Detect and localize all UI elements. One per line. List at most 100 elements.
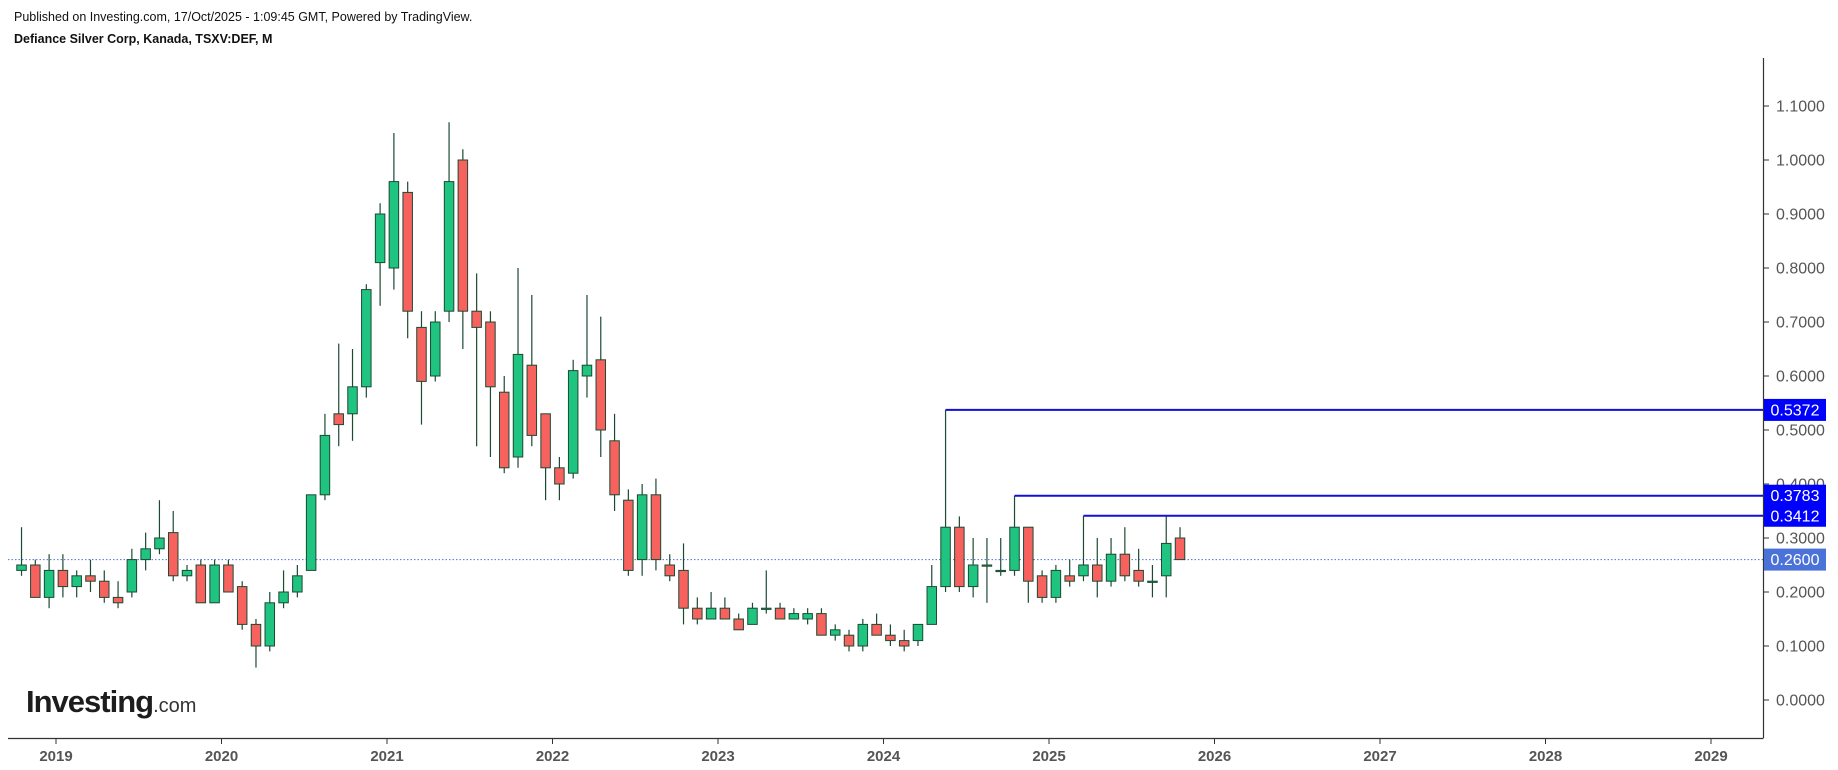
candle-body-down xyxy=(843,634,855,647)
level-label-bg xyxy=(1764,484,1826,507)
candle-body-up xyxy=(1050,569,1062,598)
candle-body-down xyxy=(1174,537,1186,561)
candle xyxy=(181,565,193,582)
candle-body-down xyxy=(1023,526,1034,582)
candle-body-up xyxy=(926,586,938,625)
candle-body-down xyxy=(719,607,731,620)
current-price-label-bg xyxy=(1764,548,1826,571)
candle-body-up xyxy=(512,353,524,458)
candle xyxy=(333,343,344,447)
candle-body-up xyxy=(181,569,193,577)
candle-body-up xyxy=(347,386,358,415)
candle-body-down xyxy=(402,191,413,312)
symbol-title: Defiance Silver Corp, Kanada, TSXV:DEF, … xyxy=(14,32,273,46)
candle-body-up xyxy=(71,575,82,588)
candle xyxy=(1105,538,1117,587)
candle-body-up xyxy=(43,569,55,598)
candle xyxy=(402,181,413,339)
candle-body-up xyxy=(1078,564,1089,577)
candle-body-up xyxy=(1105,553,1117,582)
candle-body-up xyxy=(278,591,289,604)
candle-body-down xyxy=(692,607,703,620)
candle-body-up xyxy=(264,602,276,647)
candle-body-up xyxy=(361,289,372,388)
candle xyxy=(154,500,165,555)
candle xyxy=(1147,565,1158,598)
candle-body-down xyxy=(112,596,124,604)
candle-body-up xyxy=(1160,542,1172,577)
y-tick-label: 1.1000 xyxy=(1776,99,1825,116)
candle-body-up xyxy=(995,569,1006,573)
x-tick-label: 2027 xyxy=(1363,748,1396,765)
candle-body-up xyxy=(788,613,800,620)
candle-body-down xyxy=(595,359,607,431)
candle xyxy=(692,597,703,625)
candle xyxy=(1160,516,1172,598)
candle xyxy=(747,602,758,625)
candle xyxy=(319,413,331,501)
candle-body-down xyxy=(1064,575,1075,582)
candle xyxy=(71,570,82,598)
candle xyxy=(16,527,27,576)
x-tick-label: 2020 xyxy=(205,748,238,765)
candle xyxy=(912,623,924,646)
candle xyxy=(305,494,317,571)
candle xyxy=(857,619,869,652)
candle-body-up xyxy=(1147,580,1158,583)
candle-body-down xyxy=(57,569,69,588)
candle xyxy=(623,489,634,576)
candle xyxy=(416,311,427,425)
y-tick-label: 0.5000 xyxy=(1776,423,1825,440)
candle-body-down xyxy=(733,618,744,631)
candle-body-up xyxy=(581,364,593,377)
candle xyxy=(636,484,648,576)
candle-body-up xyxy=(747,607,758,625)
x-tick-label: 2024 xyxy=(867,748,901,765)
candle-body-up xyxy=(154,537,165,550)
candle-body-down xyxy=(223,564,234,593)
candle xyxy=(430,311,441,382)
candle xyxy=(1050,565,1062,603)
candle xyxy=(595,316,607,457)
candle-body-up xyxy=(126,559,138,593)
candle xyxy=(278,570,289,609)
candle-body-up xyxy=(430,321,441,377)
candle-body-up xyxy=(319,434,331,496)
price-labels: 0.5372 0.3783 0.3412 0.2600 xyxy=(1764,398,1826,571)
candle xyxy=(954,516,965,592)
candle xyxy=(457,149,469,349)
candle xyxy=(1133,548,1144,587)
candle xyxy=(926,565,938,625)
candle-body-down xyxy=(85,575,96,582)
x-tick-label: 2019 xyxy=(39,748,72,765)
candle-body-down xyxy=(554,467,565,485)
x-tick-label: 2028 xyxy=(1529,748,1562,765)
level-label: 0.5372 xyxy=(1771,402,1820,419)
level-label: 0.3783 xyxy=(1771,488,1820,505)
candle xyxy=(292,565,303,598)
candle-body-down xyxy=(526,364,538,436)
candle-body-down xyxy=(540,413,551,469)
candle xyxy=(236,581,248,630)
candle xyxy=(1092,538,1103,598)
candle-body-down xyxy=(485,321,496,388)
level-label-bg xyxy=(1764,504,1826,527)
candle-body-up xyxy=(209,564,220,604)
candle-body-up xyxy=(292,575,303,593)
candle xyxy=(719,597,731,620)
candle xyxy=(761,570,772,614)
candle xyxy=(885,624,896,646)
candle-body-up xyxy=(761,607,772,610)
candle-body-up xyxy=(388,181,400,269)
candle xyxy=(512,268,524,468)
candle-body-down xyxy=(1133,569,1144,582)
candle-body-down xyxy=(167,532,179,577)
candle xyxy=(554,457,565,501)
candle xyxy=(250,619,262,668)
candle xyxy=(374,203,386,306)
level-label-bg xyxy=(1764,398,1826,421)
candle xyxy=(195,559,207,604)
candle xyxy=(829,624,841,641)
candle-body-down xyxy=(471,310,482,328)
